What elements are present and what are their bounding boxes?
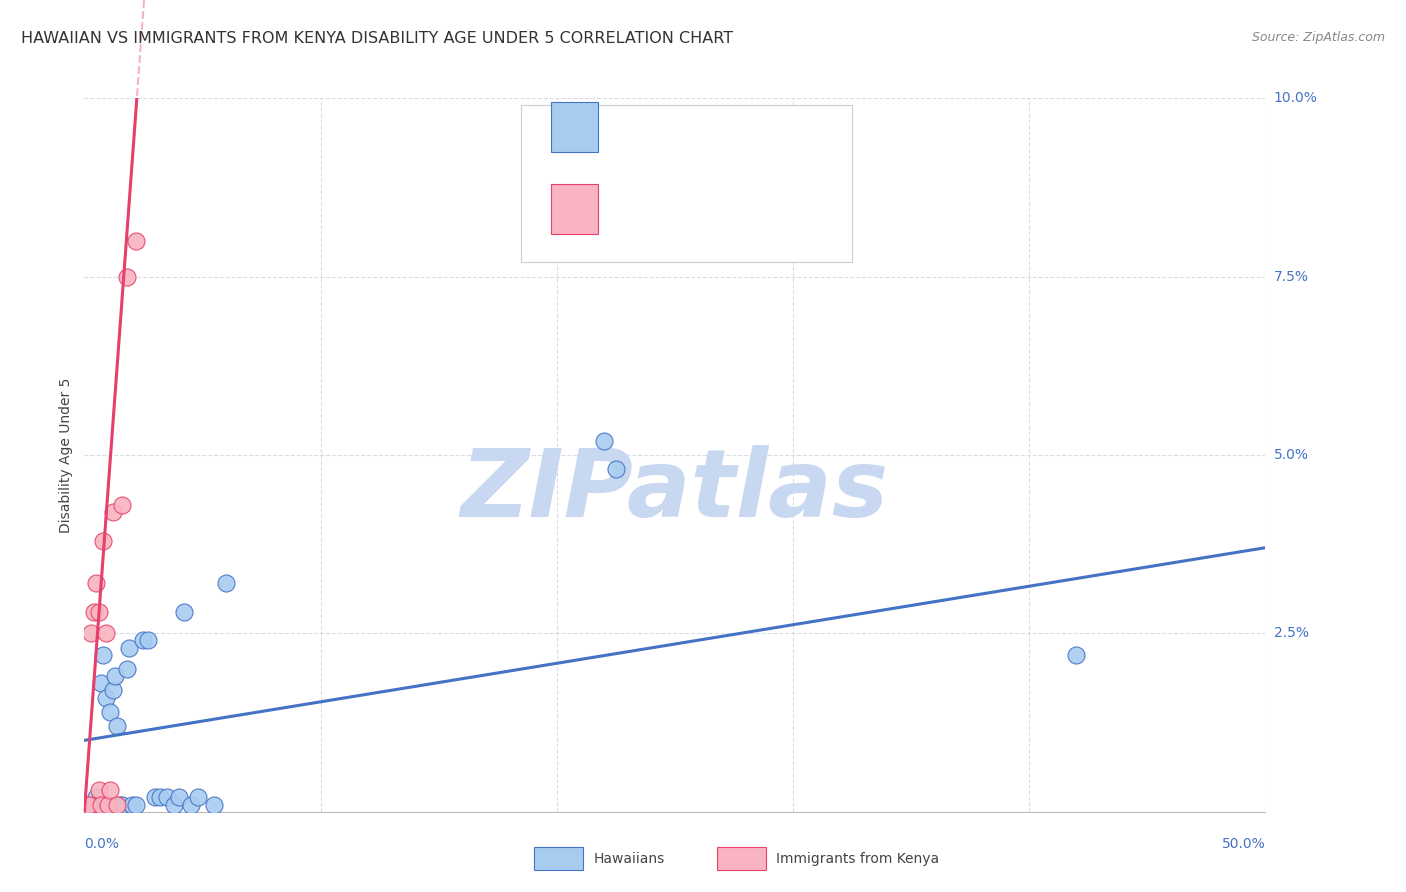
Point xyxy=(149,790,172,805)
Y-axis label: Disability Age Under 5: Disability Age Under 5 xyxy=(59,377,73,533)
Point xyxy=(87,797,110,812)
Point xyxy=(80,797,103,812)
Text: R =: R = xyxy=(616,200,652,218)
Point xyxy=(80,626,103,640)
Text: Immigrants from Kenya: Immigrants from Kenya xyxy=(776,852,939,865)
Text: ZIPatlas: ZIPatlas xyxy=(461,444,889,537)
Text: Hawaiians: Hawaiians xyxy=(593,852,665,865)
Point xyxy=(202,797,225,812)
Point xyxy=(91,648,114,662)
Point xyxy=(115,662,138,676)
Point xyxy=(101,505,124,519)
Point xyxy=(156,790,179,805)
Text: 7.5%: 7.5% xyxy=(1274,269,1309,284)
Text: 10.0%: 10.0% xyxy=(1274,91,1317,105)
Point xyxy=(121,797,143,812)
Point xyxy=(125,234,148,248)
Text: HAWAIIAN VS IMMIGRANTS FROM KENYA DISABILITY AGE UNDER 5 CORRELATION CHART: HAWAIIAN VS IMMIGRANTS FROM KENYA DISABI… xyxy=(21,31,733,46)
Text: Source: ZipAtlas.com: Source: ZipAtlas.com xyxy=(1251,31,1385,45)
Point xyxy=(1066,648,1088,662)
Point xyxy=(76,797,98,812)
Text: 0.857: 0.857 xyxy=(678,200,730,218)
Point xyxy=(107,797,129,812)
Point xyxy=(98,783,121,797)
Point xyxy=(180,797,202,812)
Point xyxy=(115,269,138,284)
Point xyxy=(83,605,105,619)
Text: 5.0%: 5.0% xyxy=(1274,448,1309,462)
Point xyxy=(107,719,129,733)
Text: R =: R = xyxy=(616,118,652,136)
Point xyxy=(111,498,134,512)
Point xyxy=(108,797,131,812)
Point xyxy=(173,605,195,619)
Text: 2.5%: 2.5% xyxy=(1274,626,1309,640)
Point xyxy=(91,533,114,548)
Point xyxy=(90,797,112,812)
Text: N =: N = xyxy=(752,200,789,218)
Point xyxy=(87,783,110,797)
Text: 50.0%: 50.0% xyxy=(1222,837,1265,851)
Point xyxy=(118,640,141,655)
Point xyxy=(104,669,127,683)
FancyBboxPatch shape xyxy=(522,105,852,262)
Point xyxy=(132,633,155,648)
Point xyxy=(125,797,148,812)
Text: 0.362: 0.362 xyxy=(678,118,730,136)
Point xyxy=(84,576,107,591)
FancyBboxPatch shape xyxy=(551,184,598,234)
Point xyxy=(84,790,107,805)
Text: 17: 17 xyxy=(811,200,834,218)
Point xyxy=(143,790,166,805)
Point xyxy=(94,626,117,640)
Point xyxy=(136,633,159,648)
FancyBboxPatch shape xyxy=(551,102,598,152)
Point xyxy=(101,683,124,698)
Text: 0.0%: 0.0% xyxy=(84,837,120,851)
Point xyxy=(90,676,112,690)
Text: N =: N = xyxy=(752,118,789,136)
Point xyxy=(187,790,209,805)
Point xyxy=(98,705,121,719)
Point xyxy=(167,790,190,805)
Point xyxy=(97,797,120,812)
Point xyxy=(605,462,627,476)
Point xyxy=(94,690,117,705)
Point xyxy=(215,576,238,591)
Point xyxy=(97,797,120,812)
Point xyxy=(77,797,100,812)
Point xyxy=(111,797,134,812)
Point xyxy=(163,797,186,812)
Point xyxy=(87,605,110,619)
Point xyxy=(593,434,616,448)
Text: 32: 32 xyxy=(811,118,834,136)
